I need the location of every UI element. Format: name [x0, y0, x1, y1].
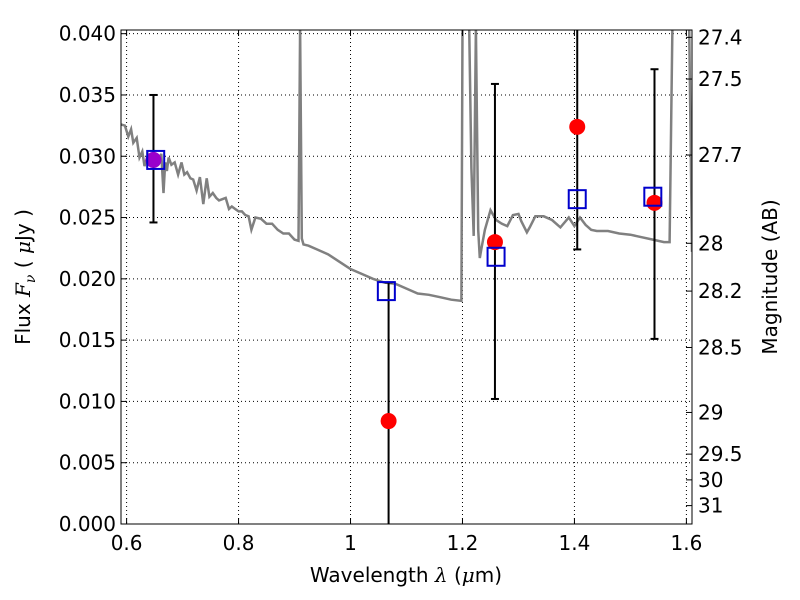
x-tick-label: 1 [344, 531, 357, 555]
error-bars [149, 30, 659, 524]
model-photometry-point [643, 186, 663, 207]
y2-tick-label: 30 [698, 468, 723, 492]
model-photometry-point [567, 189, 587, 210]
observed-point [145, 151, 162, 168]
x-tick-label: 1.6 [670, 531, 702, 555]
y-tick-label: 0.035 [59, 83, 116, 107]
x-axis-title: Wavelength λ (μm) [310, 563, 502, 587]
x-tick-label: 1.2 [447, 531, 479, 555]
y2-tick-label: 29 [698, 400, 723, 424]
model-spectrum-layer [121, 30, 692, 303]
y2-tick-label: 27.7 [698, 143, 743, 167]
model-photometry-point [376, 281, 396, 302]
y-tick-label: 0.020 [59, 267, 116, 291]
observed-points [145, 118, 663, 430]
grid [121, 30, 692, 525]
observed-point [646, 194, 663, 211]
y2-tick-label: 27.5 [698, 67, 743, 91]
y-axis-title: Flux Fν ( μJy ) [11, 209, 39, 345]
y-tick-labels: 0.000 0.005 0.010 0.015 0.020 0.025 0.030 0.035… [59, 22, 116, 536]
plot-frame [120, 29, 693, 525]
model-photometry-points [146, 149, 663, 302]
y-tick-label: 0.030 [59, 144, 116, 168]
model-photometry-point [146, 149, 166, 170]
y-tick-label: 0.015 [59, 328, 116, 352]
y-tick-label: 0.005 [59, 451, 116, 475]
model-photometry-point [486, 246, 506, 267]
x-tick-label: 0.8 [223, 531, 255, 555]
x-tick-labels: 0.6 0.8 1 1.2 1.4 1.6 [111, 531, 703, 555]
model-spectrum-line [121, 30, 692, 303]
axis-ticks [121, 30, 692, 525]
observed-point [380, 413, 397, 430]
y-tick-label: 0.040 [59, 22, 116, 46]
y2-tick-label: 28 [698, 231, 723, 255]
x-tick-label: 0.6 [111, 531, 143, 555]
y2-tick-label: 28.2 [698, 279, 743, 303]
y2-axis-title: Magnitude (AB) [758, 199, 782, 354]
y-tick-label: 0.000 [59, 512, 116, 536]
y2-tick-label: 31 [698, 494, 723, 518]
x-tick-label: 1.4 [559, 531, 591, 555]
y2-tick-label: 27.4 [698, 25, 743, 49]
observed-point [486, 234, 503, 251]
y-tick-label: 0.025 [59, 206, 116, 230]
y2-tick-label: 29.5 [698, 442, 743, 466]
y-tick-label: 0.010 [59, 389, 116, 413]
observed-point [569, 118, 586, 135]
y2-tick-label: 28.5 [698, 335, 743, 359]
